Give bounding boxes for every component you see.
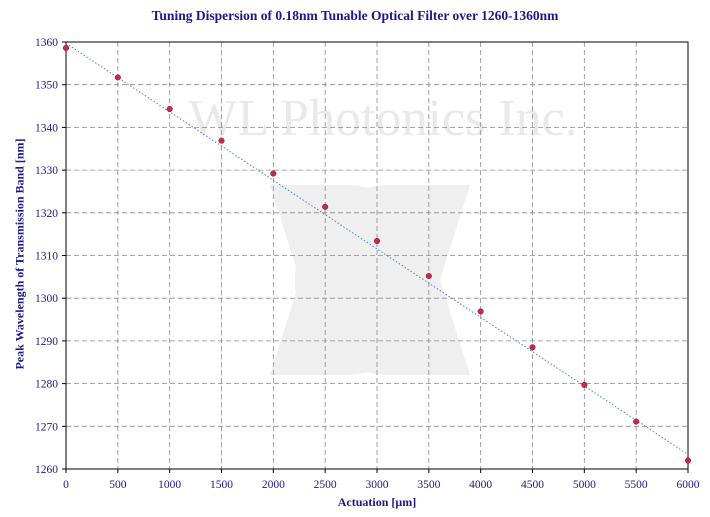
y-tick-label: 1320 [35, 208, 58, 220]
x-tick-label: 1500 [210, 479, 233, 491]
data-point [114, 74, 121, 81]
y-tick-label: 1340 [35, 122, 58, 134]
data-point [684, 457, 692, 464]
x-tick-label: 3500 [417, 479, 440, 491]
data-point [425, 272, 432, 280]
data-point [477, 308, 484, 315]
data-point [62, 44, 70, 52]
x-tick-label: 4000 [469, 479, 492, 491]
x-tick-label: 5500 [625, 479, 648, 491]
data-point [581, 381, 588, 388]
data-point [373, 237, 381, 245]
data-point [166, 105, 173, 113]
watermark-text: WL Photonics Inc. [188, 90, 577, 147]
y-tick-label: 1310 [35, 251, 58, 263]
y-tick-label: 1300 [35, 293, 58, 305]
data-point [529, 344, 536, 351]
y-tick-label: 1350 [35, 80, 58, 92]
y-tick-label: 1260 [35, 464, 58, 476]
watermark-logo-right [295, 185, 470, 375]
y-tick-label: 1280 [35, 379, 58, 391]
y-tick-label: 1270 [35, 421, 58, 433]
data-series [62, 44, 692, 464]
y-tick-label: 1360 [35, 37, 58, 49]
chart-title: Tuning Dispersion of 0.18nm Tunable Opti… [151, 8, 559, 23]
watermark: WL Photonics Inc. [188, 90, 578, 375]
x-tick-label: 4500 [521, 479, 544, 491]
y-axis: 1260 1270 1280 1290 1300 1310 1320 1330 1340 1350… [35, 37, 66, 476]
data-point [218, 137, 225, 144]
x-tick-label: 2000 [262, 479, 285, 491]
x-tick-label: 6000 [677, 479, 700, 491]
data-point [270, 170, 277, 177]
y-tick-label: 1290 [35, 336, 58, 348]
x-tick-label: 0 [63, 479, 69, 491]
x-tick-label: 2500 [314, 479, 337, 491]
grid [66, 42, 688, 469]
x-axis-label: Actuation [μm] [337, 495, 417, 509]
x-axis: 0 500 1000 1500 2000 2500 3000 3500 4000 4500 5000… [63, 469, 700, 491]
x-tick-label: 500 [109, 479, 127, 491]
y-tick-label: 1330 [35, 165, 58, 177]
data-point [633, 418, 640, 425]
data-point [322, 203, 329, 210]
x-tick-label: 1000 [158, 479, 181, 491]
x-tick-label: 5000 [573, 479, 596, 491]
x-tick-label: 3000 [366, 479, 389, 491]
